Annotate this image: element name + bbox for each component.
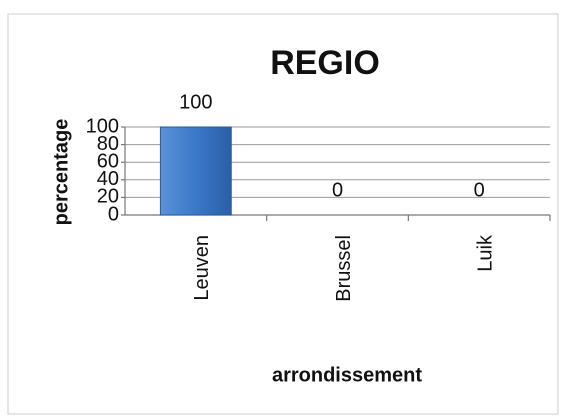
chart-frame bbox=[7, 13, 559, 415]
x-tick-label: Brussel bbox=[333, 235, 355, 302]
y-tick-label: 40 bbox=[97, 168, 119, 190]
y-tick-label: 80 bbox=[97, 133, 119, 155]
y-tick-label: 100 bbox=[86, 115, 119, 137]
y-tick-label: 20 bbox=[97, 186, 119, 208]
y-tick-label: 0 bbox=[108, 203, 119, 225]
y-tick-label: 60 bbox=[97, 150, 119, 172]
y-axis-label: percentage bbox=[50, 119, 72, 226]
x-axis-label: arrondissement bbox=[272, 364, 422, 386]
data-label: 100 bbox=[179, 91, 212, 113]
data-label: 0 bbox=[474, 179, 485, 201]
chart-title: REGIO bbox=[270, 44, 380, 82]
bar bbox=[159, 126, 232, 216]
data-label: 0 bbox=[332, 179, 343, 201]
x-tick-label: Luik bbox=[474, 234, 496, 272]
x-tick-label: Leuven bbox=[191, 235, 213, 301]
